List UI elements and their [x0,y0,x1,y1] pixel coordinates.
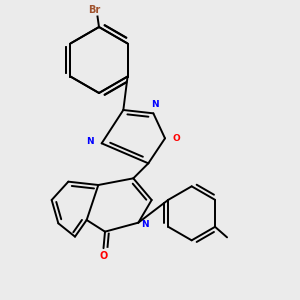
Text: O: O [172,134,180,143]
Text: N: N [151,100,159,109]
Text: Br: Br [88,5,101,15]
Text: N: N [141,220,148,229]
Text: N: N [86,137,94,146]
Text: O: O [99,251,108,261]
